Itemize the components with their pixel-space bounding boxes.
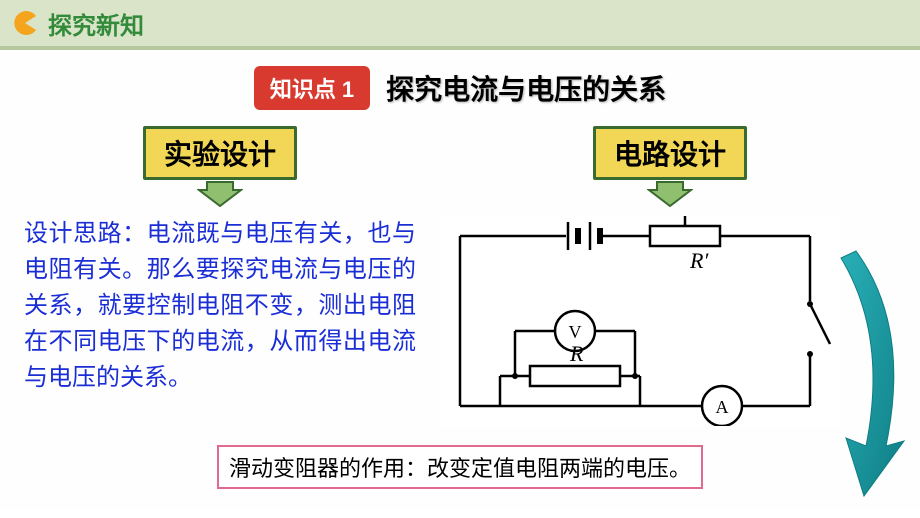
voltmeter-label: V [569,322,582,342]
arrow-down-icon [197,180,243,208]
design-idea-text: 设计思路：电流既与电压有关，也与电阻有关。那么要探究电流与电压的关系，就要控制电… [20,216,420,396]
left-column: 实验设计 设计思路：电流既与电压有关，也与电阻有关。那么要探究电流与电压的关系，… [20,126,420,431]
header-bar: 探究新知 [0,0,920,48]
header-title: 探究新知 [48,6,144,41]
circuit-design-label: 电路设计 [593,126,747,180]
circuit-diagram: R′ V A R [440,216,840,426]
footnote-row: 滑动变阻器的作用：改变定值电阻两端的电压。 [0,445,920,489]
pacman-icon [12,10,38,36]
r-prime-label: R′ [689,248,709,273]
circuit-diagram-container: R′ V A R [440,216,900,431]
ammeter-label: A [716,397,729,417]
content-area: 知识点 1 探究电流与电压的关系 实验设计 设计思路：电流既与电压有关，也与电阻… [0,50,920,510]
knowledge-row: 知识点 1 探究电流与电压的关系 [0,66,920,110]
r-label: R [569,341,584,366]
curved-arrow-icon [816,246,916,506]
arrow-down-icon [647,180,693,208]
knowledge-badge: 知识点 1 [254,66,370,110]
experiment-design-label: 实验设计 [143,126,297,180]
experiment-design-label-wrap: 实验设计 [20,126,420,208]
right-column: 电路设计 [440,126,900,431]
two-column-layout: 实验设计 设计思路：电流既与电压有关，也与电阻有关。那么要探究电流与电压的关系，… [0,126,920,431]
footnote-text: 滑动变阻器的作用：改变定值电阻两端的电压。 [217,445,703,489]
knowledge-title: 探究电流与电压的关系 [386,68,666,108]
circuit-design-label-wrap: 电路设计 [440,126,900,208]
